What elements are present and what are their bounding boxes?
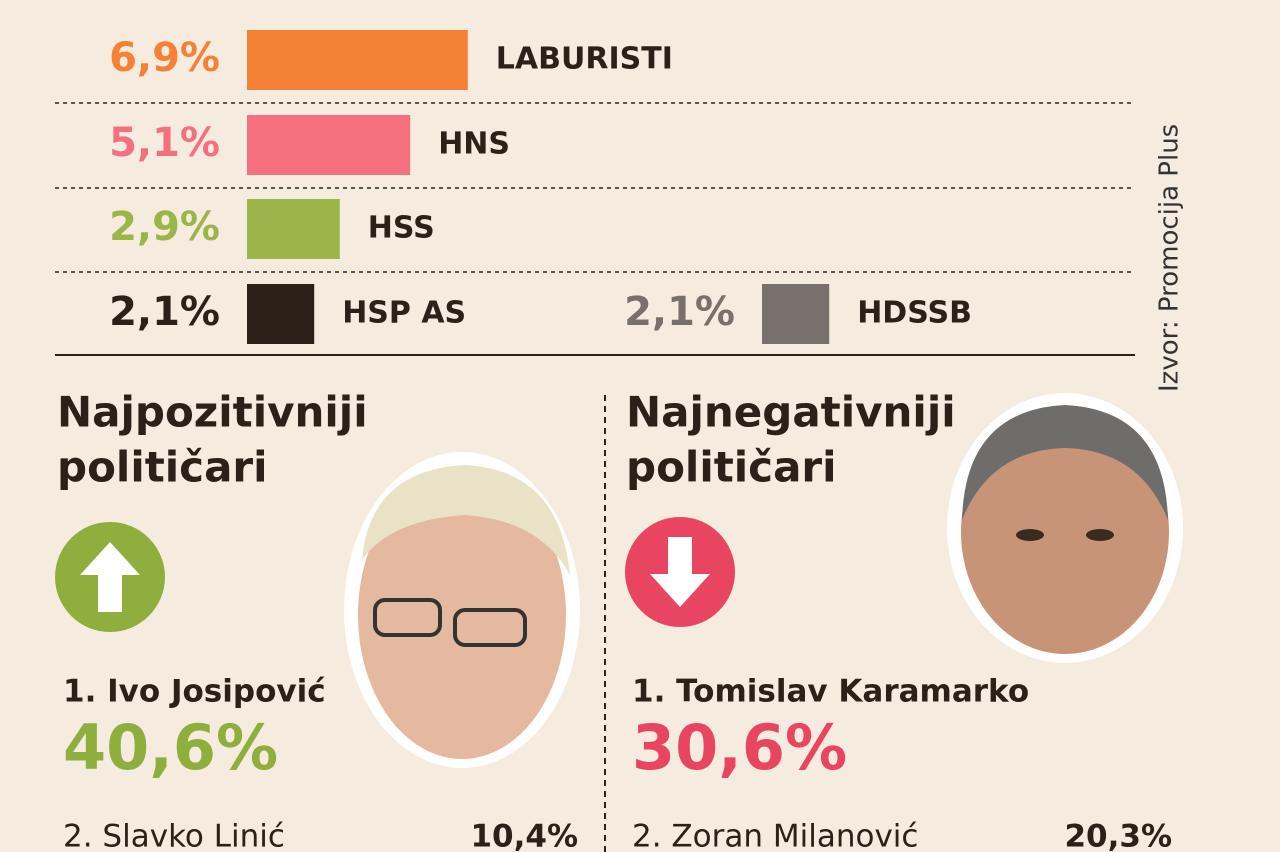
down-icon [625,517,735,627]
panel-title: političari [57,443,268,492]
category-label: HNS [438,127,510,162]
value-label: 2,1% [109,289,220,335]
top-value: 30,6% [632,711,847,784]
value-label: 6,9% [109,35,220,81]
panel-title: političari [626,443,837,492]
value-label: 5,1% [109,120,220,166]
category-label: LABURISTI [496,42,673,77]
top-value: 40,6% [63,711,278,784]
category-label: HDSSB [857,296,972,331]
category-label: HSS [368,211,435,246]
second-name: 2. Zoran Milanović [632,819,918,852]
portrait-left [344,452,580,768]
source: Izvor: Promocija Plus [1155,124,1185,392]
top-name: 1. Ivo Josipović [63,674,326,710]
bar [247,284,315,344]
panel-title: Najnegativniji [626,388,956,437]
top-name: 1. Tomislav Karamarko [632,674,1029,710]
bar [247,115,411,175]
up-icon [55,522,165,632]
portrait-right [947,393,1183,663]
bar [247,199,340,259]
second-value: 20,3% [1064,819,1172,852]
second-value: 10,4% [470,819,578,852]
panel-title: Najpozitivniji [57,388,368,437]
value-label: 2,1% [624,289,735,335]
bar [247,30,468,90]
category-label: HSP AS [342,296,466,331]
bar [762,284,830,344]
value-label: 2,9% [109,204,220,250]
second-name: 2. Slavko Linić [63,819,285,852]
